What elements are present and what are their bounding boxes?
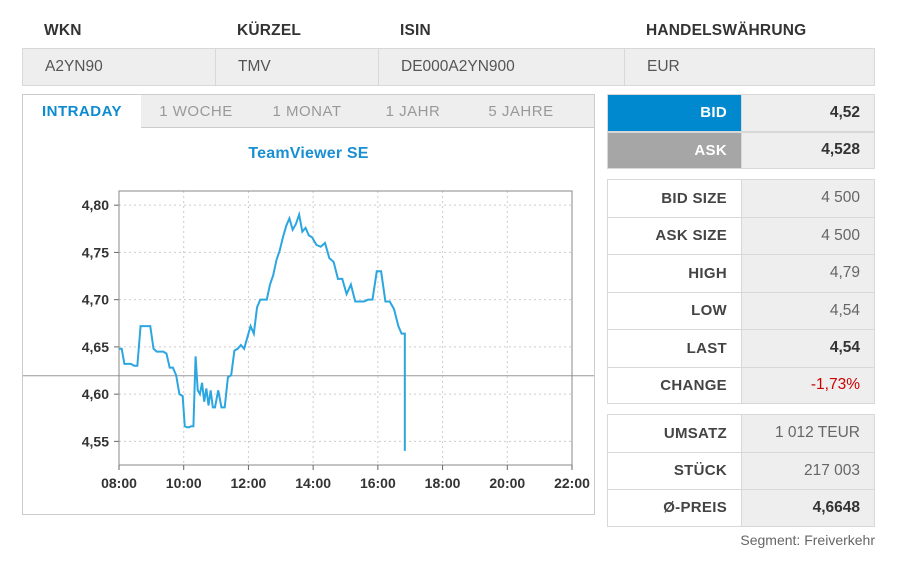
tab-1-woche[interactable]: 1 WOCHE — [159, 103, 233, 120]
quote-row-avg-price: Ø-PREIS 4,6648 — [607, 489, 875, 527]
tab-intraday[interactable]: INTRADAY — [23, 95, 141, 128]
column-header-kuerzel: KÜRZEL — [237, 22, 302, 39]
segment-note: Segment: Freiverkehr — [740, 532, 875, 548]
quote-label-umsatz: UMSATZ — [608, 415, 741, 452]
column-header-currency: HANDELSWÄHRUNG — [646, 22, 807, 39]
tab-1-monat[interactable]: 1 MONAT — [272, 103, 342, 120]
quote-row-stueck: STÜCK 217 003 — [607, 451, 875, 489]
quote-label-ask-size: ASK SIZE — [608, 217, 741, 254]
value-currency: EUR — [647, 58, 680, 75]
svg-text:22:00: 22:00 — [554, 475, 590, 491]
chart-plot-area: 4,80 4,75 4,70 4,65 4,60 4,55 08:00 10:00 12:00 1… — [23, 173, 594, 513]
tab-1-jahr[interactable]: 1 JAHR — [385, 103, 441, 120]
quote-row-umsatz: UMSATZ 1 012 TEUR — [607, 414, 875, 452]
svg-text:4,65: 4,65 — [82, 339, 109, 355]
quote-label-stueck: STÜCK — [608, 452, 741, 489]
value-wkn: A2YN90 — [23, 49, 216, 85]
quote-value-avg-price: 4,6648 — [741, 490, 874, 526]
quote-row-bid: BID 4,52 — [607, 94, 875, 132]
quote-label-avg-price: Ø-PREIS — [608, 490, 741, 526]
svg-text:4,75: 4,75 — [82, 244, 109, 260]
quote-row-ask: ASK 4,528 — [607, 131, 875, 169]
svg-text:4,70: 4,70 — [82, 292, 109, 308]
quote-row-last: LAST 4,54 — [607, 329, 875, 367]
svg-text:14:00: 14:00 — [295, 475, 331, 491]
instrument-value-row: A2YN90 TMV DE000A2YN900 EUR — [22, 48, 875, 86]
instrument-info-table: WKN KÜRZEL ISIN HANDELSWÄHRUNG A2YN90 TM… — [22, 14, 875, 86]
quote-label-bid-size: BID SIZE — [608, 180, 741, 217]
quote-row-high: HIGH 4,79 — [607, 254, 875, 292]
quote-label-bid: BID — [608, 95, 741, 131]
svg-text:4,80: 4,80 — [82, 197, 109, 213]
quote-value-ask-size: 4 500 — [741, 217, 874, 254]
svg-text:18:00: 18:00 — [425, 475, 461, 491]
quote-value-stueck: 217 003 — [741, 452, 874, 489]
value-kuerzel: TMV — [216, 49, 379, 85]
quote-block-bidask: BID 4,52 ASK 4,528 — [607, 94, 875, 169]
tab-5-jahre[interactable]: 5 JAHRE — [488, 103, 554, 120]
quote-block-turnover: UMSATZ 1 012 TEUR STÜCK 217 003 Ø-PREIS … — [607, 414, 875, 527]
quote-value-bid: 4,52 — [741, 95, 874, 131]
quote-label-change: CHANGE — [608, 367, 741, 403]
value-isin: DE000A2YN900 — [379, 49, 625, 85]
column-header-isin: ISIN — [400, 22, 431, 39]
intraday-line-chart: 4,80 4,75 4,70 4,65 4,60 4,55 08:00 10:00 12:00 1… — [23, 190, 594, 491]
quote-row-ask-size: ASK SIZE 4 500 — [607, 216, 875, 254]
column-header-wkn: WKN — [44, 22, 82, 39]
svg-text:10:00: 10:00 — [166, 475, 202, 491]
quote-panel: BID 4,52 ASK 4,528 BID SIZE 4 500 ASK SI… — [607, 94, 875, 537]
svg-text:4,55: 4,55 — [82, 433, 109, 449]
quote-row-bid-size: BID SIZE 4 500 — [607, 179, 875, 217]
quote-label-ask: ASK — [608, 132, 741, 168]
chart-panel: INTRADAY 1 WOCHE 1 MONAT 1 JAHR 5 JAHRE … — [22, 94, 595, 515]
quote-label-low: LOW — [608, 292, 741, 329]
svg-text:16:00: 16:00 — [360, 475, 396, 491]
quote-row-low: LOW 4,54 — [607, 291, 875, 329]
quote-value-umsatz: 1 012 TEUR — [741, 415, 874, 452]
instrument-header-row: WKN KÜRZEL ISIN HANDELSWÄHRUNG — [22, 14, 875, 48]
svg-text:08:00: 08:00 — [101, 475, 137, 491]
chart-period-tabs: INTRADAY 1 WOCHE 1 MONAT 1 JAHR 5 JAHRE — [23, 95, 594, 128]
quote-block-stats: BID SIZE 4 500 ASK SIZE 4 500 HIGH 4,79 … — [607, 179, 875, 404]
quote-value-high: 4,79 — [741, 255, 874, 292]
quote-value-ask: 4,528 — [741, 132, 874, 168]
quote-label-high: HIGH — [608, 255, 741, 292]
svg-text:12:00: 12:00 — [231, 475, 267, 491]
chart-title: TeamViewer SE — [248, 145, 369, 162]
svg-text:20:00: 20:00 — [489, 475, 525, 491]
quote-row-change: CHANGE -1,73% — [607, 366, 875, 404]
quote-value-low: 4,54 — [741, 292, 874, 329]
quote-value-last: 4,54 — [741, 330, 874, 367]
quote-value-change: -1,73% — [741, 367, 874, 403]
quote-label-last: LAST — [608, 330, 741, 367]
svg-text:4,60: 4,60 — [82, 386, 109, 402]
quote-value-bid-size: 4 500 — [741, 180, 874, 217]
